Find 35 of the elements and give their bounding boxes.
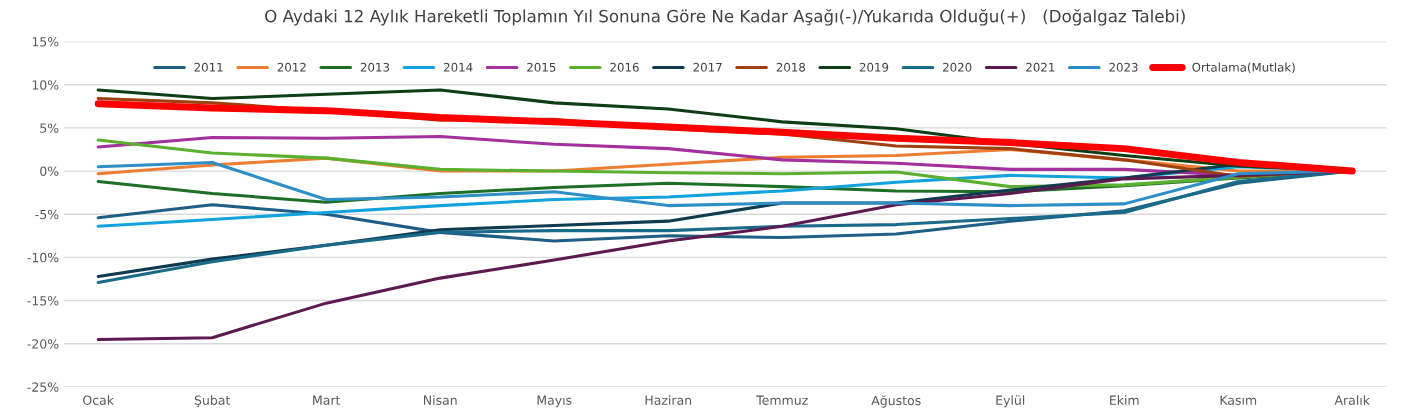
y-tick-label: -25% xyxy=(27,382,59,392)
x-tick-label: Mayıs xyxy=(537,395,572,408)
legend-label: 2014 xyxy=(444,62,473,72)
x-tick-label: Kasım xyxy=(1220,395,1257,405)
legend-label: 2013 xyxy=(360,62,390,72)
y-tick-label: 0% xyxy=(40,166,59,177)
legend-label: 2018 xyxy=(776,62,806,72)
legend-label: 2015 xyxy=(527,62,556,72)
x-tick-label: Ağustos xyxy=(871,395,921,408)
y-tick-label: 5% xyxy=(40,123,59,133)
x-tick-label: Temmuz xyxy=(756,395,808,405)
legend-label: 2017 xyxy=(693,62,722,72)
x-tick-label: Mart xyxy=(313,395,341,405)
legend-label: 2016 xyxy=(610,62,639,72)
y-tick-label: -15% xyxy=(27,296,59,306)
y-tick-label: -5% xyxy=(35,209,59,220)
legend-label: 2012 xyxy=(277,62,306,72)
y-tick-label: -10% xyxy=(27,252,59,263)
x-tick-label: Nisan xyxy=(423,395,457,405)
legend-label: 2019 xyxy=(859,62,889,72)
y-tick-label: 10% xyxy=(32,80,59,90)
chart-title: O Aydaki 12 Aylık Hareketli Toplamın Yıl Sonuna Göre Ne Kadar Aşağı(-)/Yukarıda Olduğu(+) (Doğalgaz Talebi) xyxy=(265,9,1185,26)
x-tick-label: Ekim xyxy=(1110,395,1139,405)
x-tick-label: Ocak xyxy=(83,395,114,405)
y-tick-label: 15% xyxy=(32,37,59,47)
y-tick-label: -20% xyxy=(27,339,59,349)
x-tick-label: Aralık xyxy=(1334,395,1370,405)
legend-label: 2011 xyxy=(194,62,223,72)
x-tick-label: Eylül xyxy=(996,395,1025,408)
legend-label: 2023 xyxy=(1109,62,1138,72)
legend-label: 2021 xyxy=(1026,62,1055,72)
x-tick-label: Şubat xyxy=(194,395,231,408)
legend-label: Ortalama(Mutlak) xyxy=(1192,62,1295,74)
x-tick-label: Haziran xyxy=(645,395,692,405)
legend-label: 2020 xyxy=(943,62,972,72)
